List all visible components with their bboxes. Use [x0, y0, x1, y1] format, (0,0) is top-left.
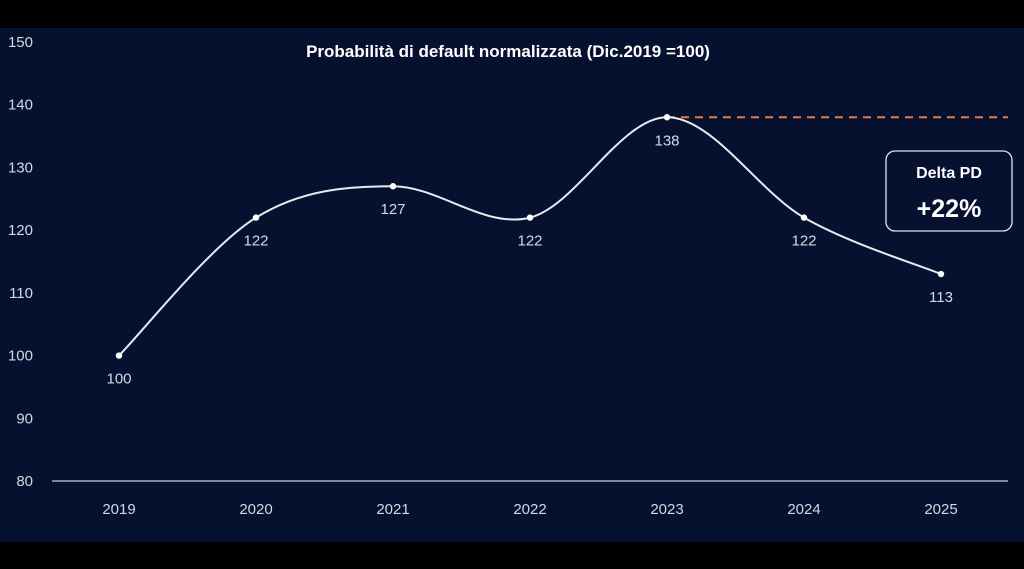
x-tick-label: 2021 [376, 501, 409, 518]
data-label: 138 [654, 132, 679, 149]
data-label: 122 [791, 233, 816, 250]
chart-panel: Probabilità di default normalizzata (Dic… [0, 28, 1024, 542]
data-point [389, 183, 397, 190]
data-points [115, 114, 945, 359]
delta-pd-value: +22% [917, 195, 982, 223]
chart-title: Probabilità di default normalizzata (Dic… [306, 42, 710, 61]
x-tick-label: 2024 [787, 501, 820, 518]
y-tick-label: 130 [8, 159, 33, 176]
data-point [937, 270, 945, 278]
delta-pd-box-border [885, 150, 1013, 232]
line-chart: Probabilità di default normalizzata (Dic… [8, 34, 1013, 518]
delta-pd-box: Delta PD +22% [885, 150, 1013, 232]
y-tick-label: 100 [8, 348, 33, 365]
data-label: 113 [929, 289, 953, 306]
data-point [800, 214, 808, 221]
data-label: 122 [243, 233, 268, 250]
data-label: 100 [106, 371, 131, 388]
y-tick-label: 110 [9, 285, 33, 302]
data-labels: 100 122 127 122 138 122 113 [106, 132, 952, 387]
x-tick-label: 2023 [650, 501, 683, 518]
y-axis: 80 90 100 110 120 130 140 150 [8, 34, 33, 490]
delta-pd-title: Delta PD [916, 165, 982, 182]
y-tick-label: 120 [8, 222, 33, 239]
data-point [252, 214, 260, 221]
y-tick-label: 80 [16, 473, 33, 490]
y-tick-label: 150 [8, 34, 33, 51]
x-tick-label: 2020 [239, 501, 272, 518]
x-axis: 2019 2020 2021 2022 2023 2024 2025 [102, 501, 957, 518]
data-point [115, 352, 123, 359]
x-tick-label: 2019 [102, 501, 135, 518]
y-tick-label: 90 [16, 410, 33, 427]
data-label: 122 [517, 233, 542, 250]
y-tick-label: 140 [8, 97, 33, 114]
x-tick-label: 2022 [513, 501, 546, 518]
x-tick-label: 2025 [924, 501, 957, 518]
data-point [663, 114, 671, 121]
data-point [526, 214, 534, 221]
data-label: 127 [380, 201, 405, 218]
